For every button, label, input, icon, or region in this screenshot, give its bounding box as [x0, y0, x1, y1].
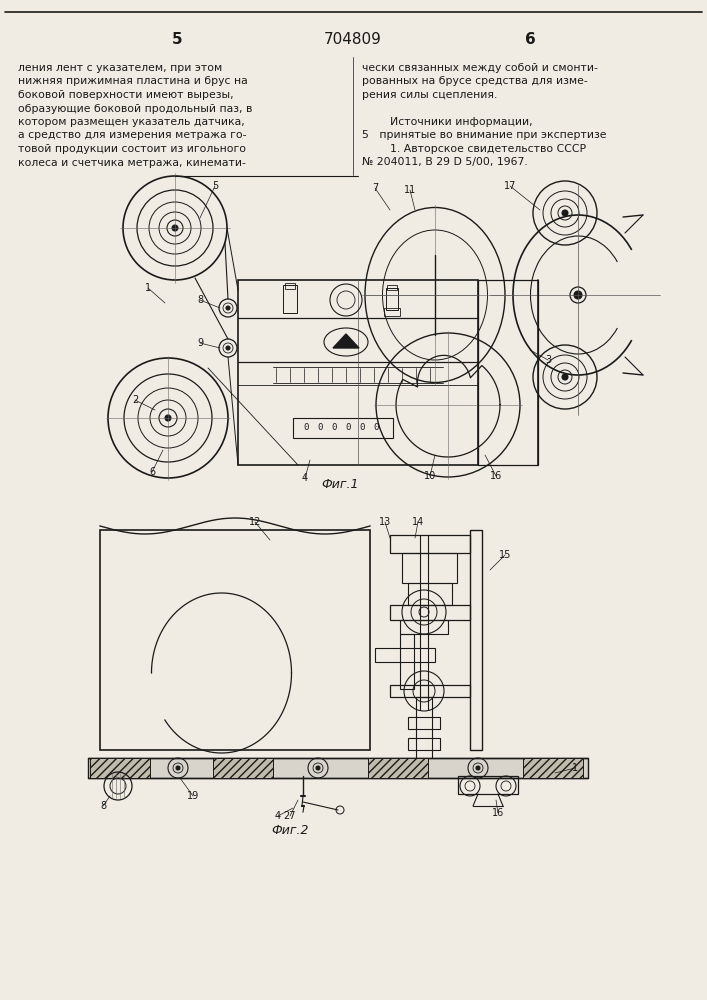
Bar: [523, 758, 583, 778]
Bar: [402, 553, 457, 583]
Bar: [408, 583, 452, 605]
Polygon shape: [333, 334, 359, 348]
Text: 6: 6: [149, 467, 155, 477]
Bar: [416, 697, 432, 762]
Text: 16: 16: [492, 808, 504, 818]
Bar: [470, 530, 482, 750]
Bar: [390, 535, 470, 553]
Text: 11: 11: [404, 185, 416, 195]
Text: колеса и счетчика метража, кинемати-: колеса и счетчика метража, кинемати-: [18, 157, 246, 167]
Bar: [386, 288, 398, 310]
Text: 5   принятые во внимание при экспертизе: 5 принятые во внимание при экспертизе: [362, 130, 607, 140]
Text: 704809: 704809: [324, 32, 382, 47]
Text: 13: 13: [379, 517, 391, 527]
Bar: [478, 280, 538, 465]
Text: 1: 1: [572, 763, 578, 773]
Circle shape: [476, 766, 480, 770]
Text: а средство для измерения метража го-: а средство для измерения метража го-: [18, 130, 247, 140]
Text: Источники информации,: Источники информации,: [362, 117, 532, 127]
Bar: [100, 530, 370, 750]
Text: ления лент с указателем, при этом: ления лент с указателем, при этом: [18, 63, 222, 73]
Text: Фиг.2: Фиг.2: [271, 824, 309, 836]
Text: рованных на брусе средства для изме-: рованных на брусе средства для изме-: [362, 77, 588, 87]
Text: 27: 27: [284, 811, 296, 821]
Bar: [390, 605, 470, 620]
Text: 14: 14: [412, 517, 424, 527]
Text: 10: 10: [424, 471, 436, 481]
Text: товой продукции состоит из игольного: товой продукции состоит из игольного: [18, 144, 246, 154]
Text: боковой поверхности имеют вырезы,: боковой поверхности имеют вырезы,: [18, 90, 233, 100]
Text: 15: 15: [499, 550, 511, 560]
Bar: [213, 758, 273, 778]
Bar: [458, 776, 518, 794]
Text: Фиг.1: Фиг.1: [321, 478, 358, 490]
Text: 1: 1: [145, 283, 151, 293]
Text: 0: 0: [303, 424, 309, 432]
Bar: [368, 758, 428, 778]
Text: 0: 0: [345, 424, 351, 432]
Text: 7: 7: [372, 183, 378, 193]
Circle shape: [176, 766, 180, 770]
Text: рения силы сцепления.: рения силы сцепления.: [362, 90, 498, 100]
Text: 17: 17: [504, 181, 516, 191]
Bar: [384, 308, 400, 316]
Text: 19: 19: [187, 791, 199, 801]
Bar: [90, 758, 150, 778]
Circle shape: [316, 766, 320, 770]
Text: нижняя прижимная пластина и брус на: нижняя прижимная пластина и брус на: [18, 77, 247, 87]
Bar: [293, 418, 393, 438]
Bar: [400, 620, 448, 634]
Text: 5: 5: [172, 32, 182, 47]
Text: 8: 8: [100, 801, 106, 811]
Text: 1. Авторское свидетельство СССР: 1. Авторское свидетельство СССР: [362, 144, 586, 154]
Circle shape: [165, 415, 171, 421]
Circle shape: [562, 210, 568, 216]
Text: 4: 4: [302, 473, 308, 483]
Bar: [375, 648, 435, 662]
Text: 8: 8: [197, 295, 203, 305]
Text: 6: 6: [525, 32, 535, 47]
Text: № 204011, В 29 D 5/00, 1967.: № 204011, В 29 D 5/00, 1967.: [362, 157, 527, 167]
Bar: [285, 283, 295, 289]
Text: 2: 2: [132, 395, 138, 405]
Bar: [88, 758, 588, 778]
Circle shape: [226, 346, 230, 350]
Text: 0: 0: [317, 424, 322, 432]
Circle shape: [172, 225, 178, 231]
Text: 4: 4: [275, 811, 281, 821]
Bar: [387, 285, 397, 290]
Text: чески связанных между собой и смонти-: чески связанных между собой и смонти-: [362, 63, 598, 73]
Text: 0: 0: [373, 424, 379, 432]
Text: 12: 12: [249, 517, 261, 527]
Bar: [283, 285, 297, 313]
Circle shape: [562, 374, 568, 380]
Bar: [408, 717, 440, 729]
Bar: [390, 685, 470, 697]
Text: 5: 5: [212, 181, 218, 191]
Text: 3: 3: [545, 355, 551, 365]
Text: котором размещен указатель датчика,: котором размещен указатель датчика,: [18, 117, 245, 127]
Bar: [400, 634, 414, 689]
Text: 0: 0: [359, 424, 365, 432]
Circle shape: [226, 306, 230, 310]
Text: 9: 9: [197, 338, 203, 348]
Circle shape: [574, 291, 582, 299]
Text: 16: 16: [490, 471, 502, 481]
Bar: [238, 280, 478, 465]
Bar: [408, 738, 440, 750]
Text: 0: 0: [332, 424, 337, 432]
Text: образующие боковой продольный паз, в: образующие боковой продольный паз, в: [18, 104, 252, 113]
